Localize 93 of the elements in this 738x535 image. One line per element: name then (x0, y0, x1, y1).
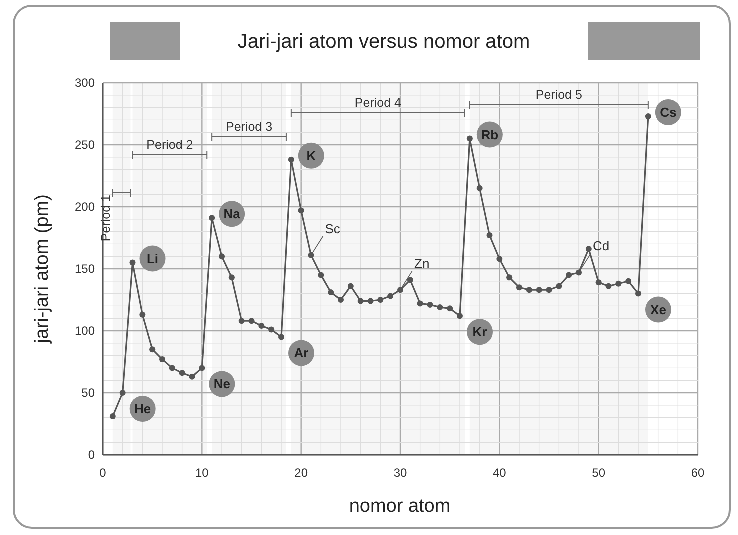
point (626, 278, 632, 284)
point (219, 254, 225, 260)
point (566, 272, 572, 278)
annotation: He (134, 402, 152, 416)
chart-title: Jari-jari atom versus nomor atom (238, 31, 530, 53)
point (268, 326, 275, 333)
y-tick-label: 300 (74, 76, 96, 90)
point (248, 318, 255, 324)
point (199, 365, 206, 372)
point (596, 280, 602, 286)
point (278, 334, 284, 340)
annotation: Zn (414, 256, 430, 272)
point (546, 287, 552, 294)
annotation: Ar (294, 346, 309, 361)
point (496, 256, 503, 262)
annotation: Xe (650, 302, 666, 318)
band-label: Period 1 (98, 194, 113, 242)
y-tick-label: 100 (74, 324, 96, 338)
point (556, 283, 562, 290)
point (417, 300, 424, 307)
point (140, 312, 146, 318)
x-tick-label: 0 (100, 466, 107, 480)
point (169, 365, 176, 372)
point (258, 323, 265, 330)
point (209, 215, 216, 222)
point (238, 318, 245, 324)
annotation: Sc (325, 221, 341, 236)
annotation: Ne (214, 376, 230, 392)
point (150, 346, 156, 353)
annotation: Kr (472, 324, 488, 340)
point (179, 370, 186, 376)
point (476, 185, 483, 192)
point (338, 297, 344, 303)
band-label: Period 5 (536, 88, 582, 102)
point (586, 246, 592, 252)
point (288, 156, 294, 163)
bracket: Period 5 (469, 88, 649, 110)
y-tick-label: 200 (74, 200, 96, 214)
band-label: Period 3 (226, 120, 273, 134)
annotation: K (306, 148, 317, 164)
y-tick-label: 0 (88, 448, 96, 462)
point (228, 274, 235, 281)
annotation: Cs (660, 104, 677, 120)
x-tick-label: 20 (294, 466, 308, 480)
y-axis-title: jari-jari atom (pm) (32, 194, 53, 344)
point (160, 356, 166, 363)
point (466, 136, 473, 142)
x-axis-title: nomor atom (349, 496, 451, 517)
point (298, 208, 304, 214)
y-tick-label: 150 (74, 262, 96, 276)
point (120, 390, 126, 396)
point (130, 260, 136, 266)
point (407, 277, 414, 284)
point (636, 290, 642, 297)
point (358, 298, 364, 304)
x-tick-label: 40 (492, 466, 507, 480)
point (318, 272, 324, 278)
point (486, 232, 493, 239)
band-label: Period 2 (146, 138, 194, 152)
point (516, 284, 522, 291)
point (427, 302, 434, 308)
point (388, 293, 394, 300)
annotation: Li (146, 251, 159, 266)
point (616, 280, 622, 287)
x-tick-label: 30 (394, 466, 408, 480)
point (110, 414, 116, 420)
point (368, 298, 374, 304)
point (457, 313, 463, 320)
annotation: Cd (593, 238, 610, 254)
point (506, 274, 513, 281)
point (606, 283, 612, 290)
point (348, 283, 354, 290)
point (645, 113, 652, 120)
point (447, 306, 454, 312)
point (398, 287, 404, 294)
annotation: Na (224, 206, 242, 222)
x-tick-label: 10 (195, 466, 210, 480)
y-tick-label: 50 (82, 386, 96, 400)
annotation: Rb (481, 127, 499, 142)
bracket: Period 2 (132, 138, 208, 160)
bracket: Period 4 (290, 96, 466, 118)
point (378, 297, 384, 303)
point (536, 287, 542, 294)
point (189, 374, 196, 380)
point (526, 287, 532, 294)
y-tick-label: 250 (74, 138, 96, 152)
x-tick-label: 60 (691, 466, 705, 480)
bracket: Period 3 (212, 120, 287, 142)
point (437, 304, 444, 310)
point (328, 290, 334, 296)
bracket: Period 1 (98, 188, 132, 242)
band-label: Period 4 (354, 96, 402, 110)
x-tick-label: 50 (592, 466, 606, 480)
